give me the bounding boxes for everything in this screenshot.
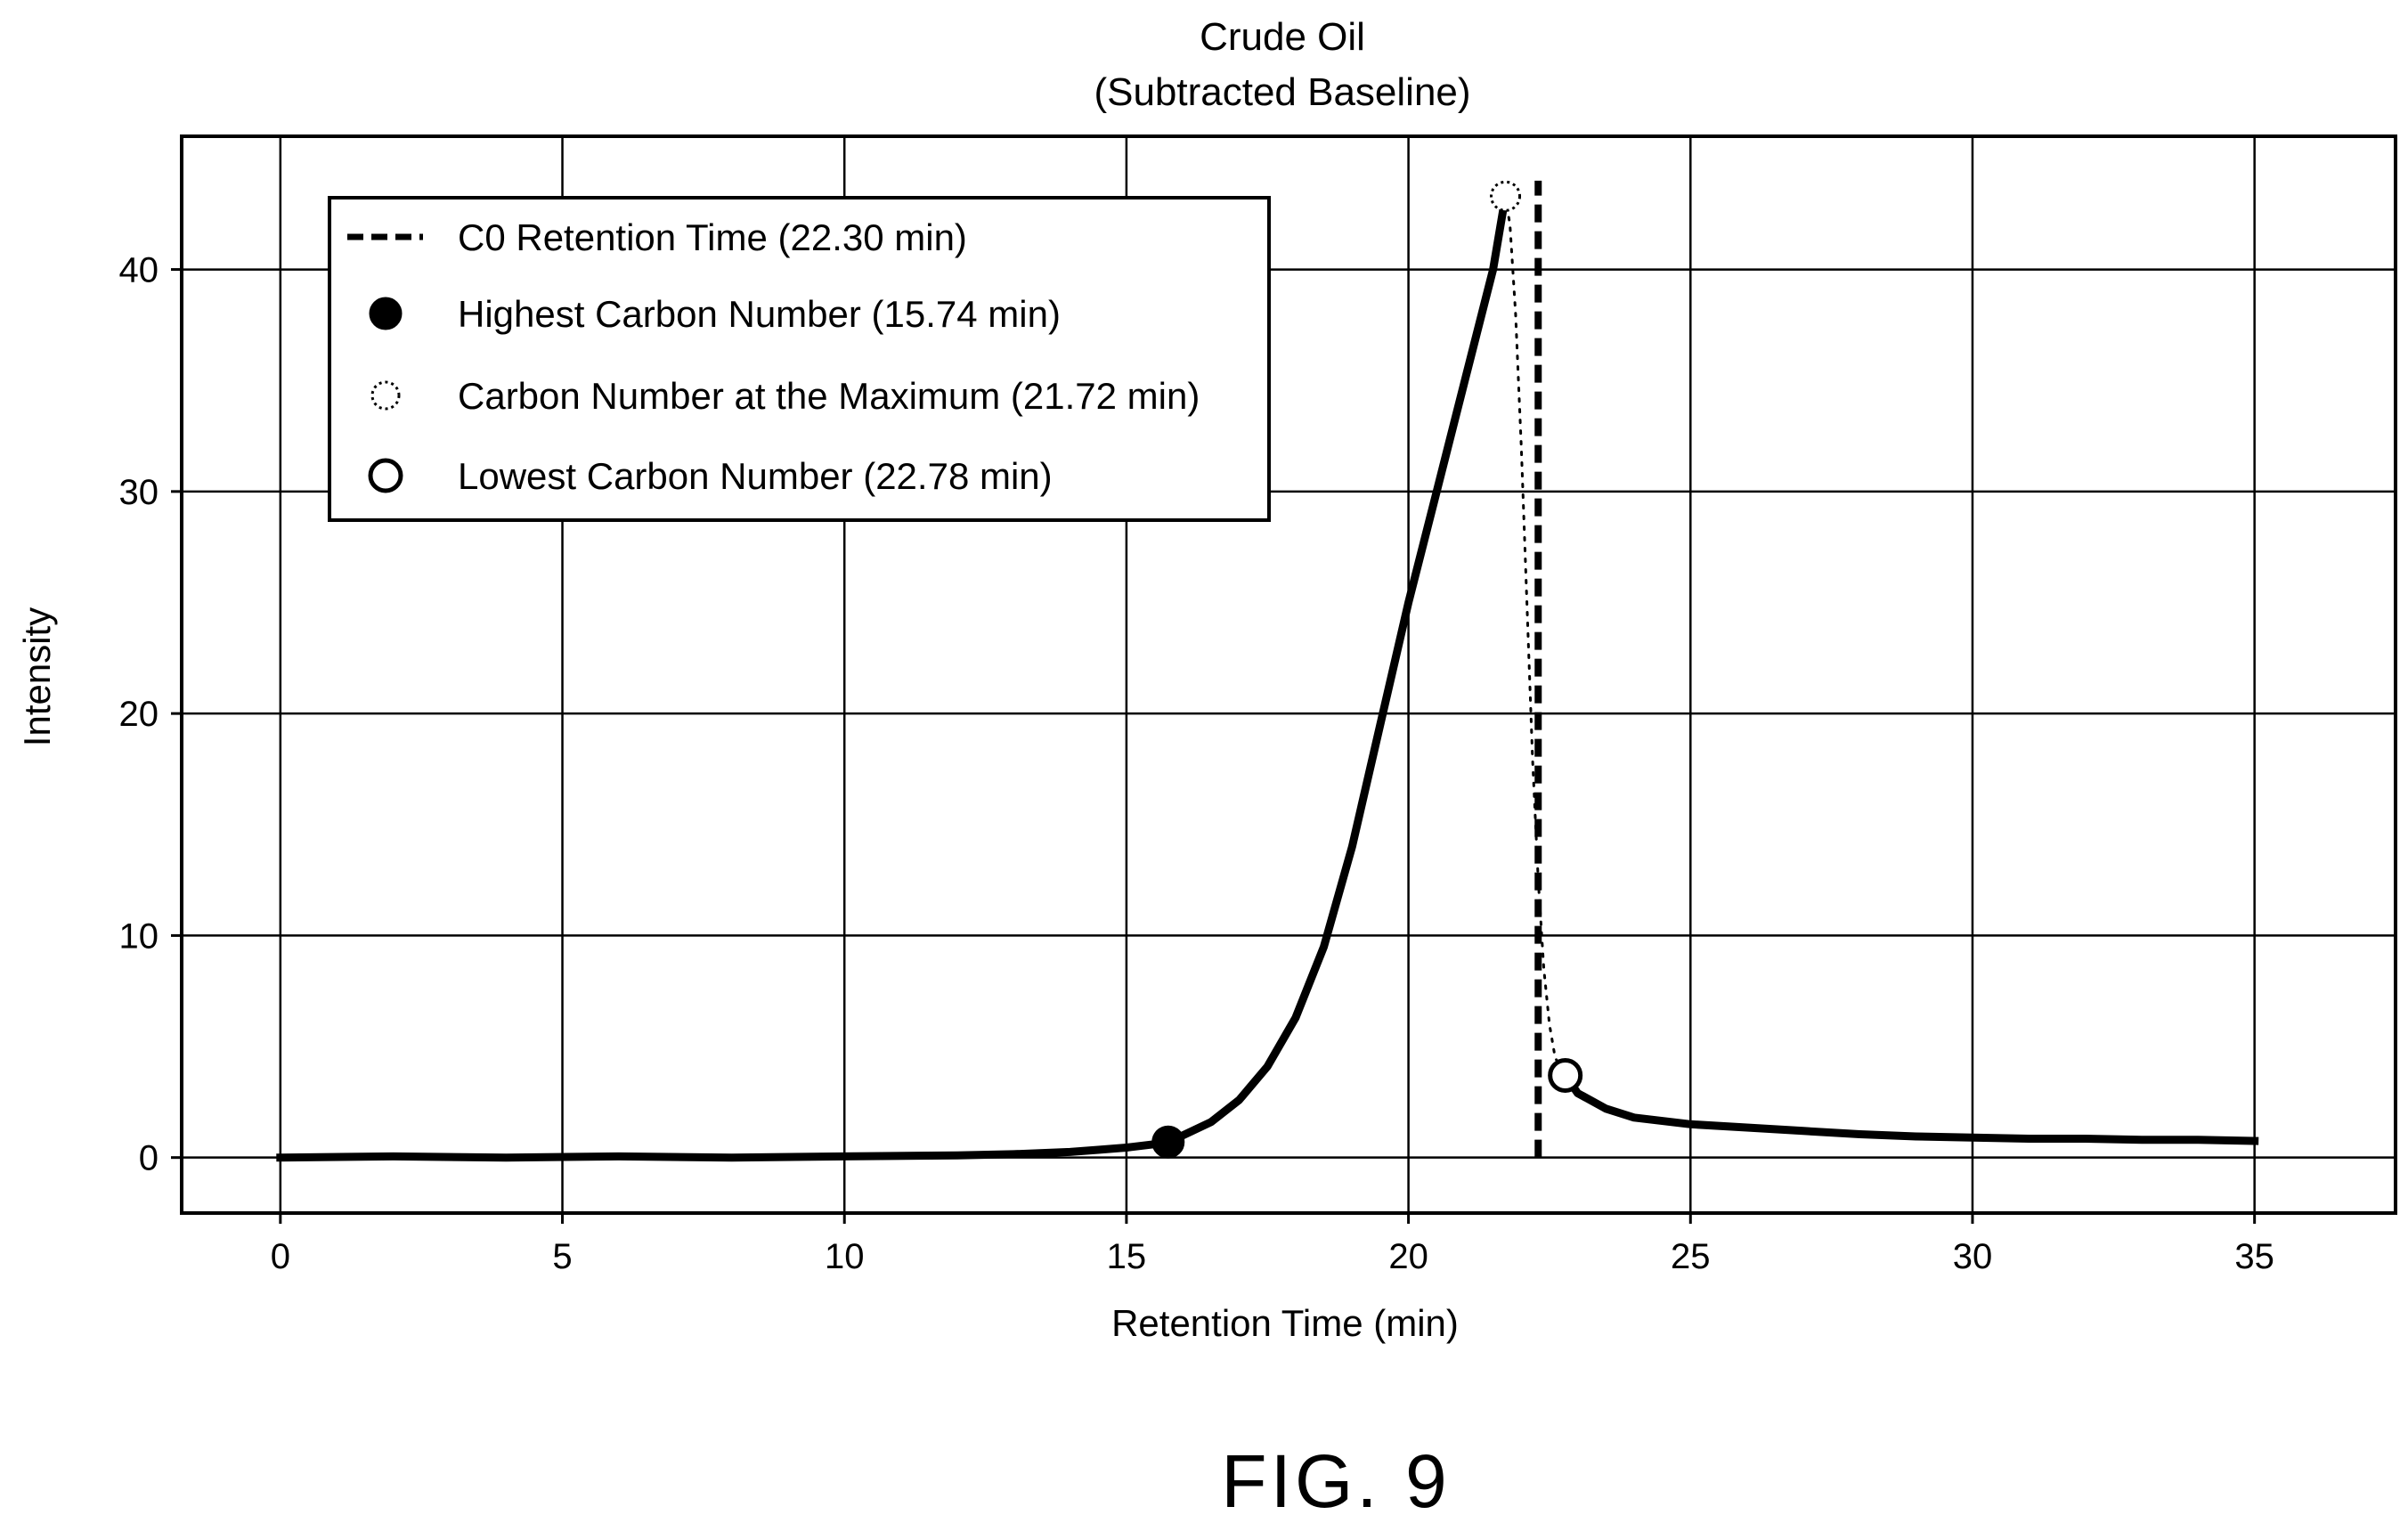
axis-ticks: 0 5 10 15 20 25 30 35 0 10 20 30 40 [119,251,2274,1276]
intensity-falling-series [1504,194,1567,1077]
y-tick-label: 0 [139,1139,159,1178]
y-tick-label: 20 [119,695,159,734]
x-tick-label: 5 [552,1237,572,1276]
intensity-series [1559,1070,2259,1145]
legend-dotted-circle-symbol [370,380,401,411]
x-axis-label: Retention Time (min) [1111,1302,1459,1344]
x-tick-label: 20 [1388,1237,1428,1276]
max-carbon-marker [1490,180,1522,212]
y-tick-label: 40 [119,251,159,290]
legend-label-highest: Highest Carbon Number (15.74 min) [458,293,1061,335]
plot-frame [180,134,2397,1215]
chart-title: Crude Oil [1200,15,1365,59]
x-tick-label: 30 [1953,1237,1993,1276]
legend-filled-circle-symbol [369,297,403,330]
legend-label-lowest: Lowest Carbon Number (22.78 min) [458,455,1053,497]
legend-open-circle-symbol [368,458,403,493]
x-tick-label: 10 [825,1237,865,1276]
data-markers [1151,180,1583,1159]
x-tick-label: 25 [1671,1237,1711,1276]
highest-carbon-marker [1151,1125,1185,1159]
x-tick-label: 35 [2234,1237,2274,1276]
y-tick-label: 30 [119,473,159,512]
legend-box [328,196,1271,522]
figure-label: FIG. 9 [1221,1439,1450,1523]
x-tick-label: 0 [271,1237,290,1276]
x-tick-label: 15 [1107,1237,1147,1276]
y-axis-label: Intensity [16,607,58,746]
chart-subtitle: (Subtracted Baseline) [1094,70,1470,114]
legend-label-c0: C0 Retention Time (22.30 min) [458,216,967,258]
y-tick-label: 10 [119,916,159,956]
legend-label-maximum: Carbon Number at the Maximum (21.72 min) [458,375,1200,417]
legend: C0 Retention Time (22.30 min) Highest Ca… [328,196,1271,522]
lowest-carbon-marker [1548,1057,1583,1093]
